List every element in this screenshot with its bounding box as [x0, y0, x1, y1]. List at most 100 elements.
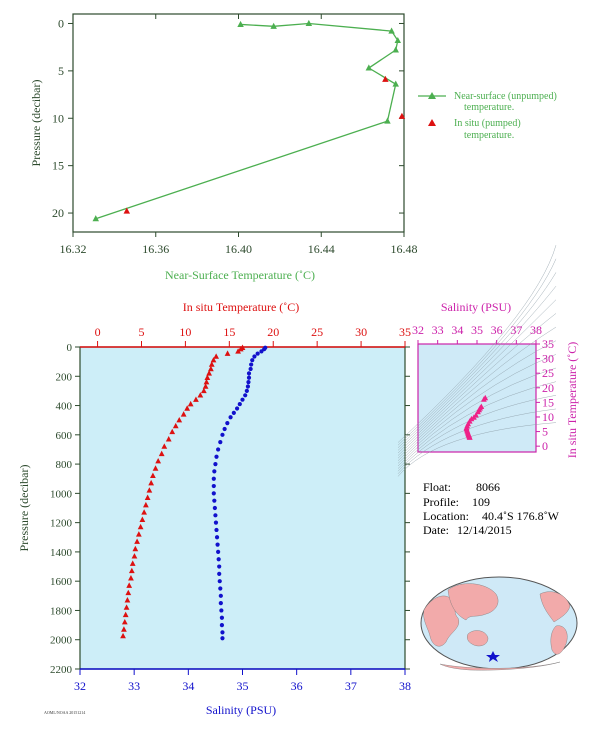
ts-x-tick-label: 35	[471, 323, 483, 337]
ts-density-contours	[397, 245, 557, 477]
salinity-point	[244, 388, 249, 394]
temperature-point	[237, 345, 244, 352]
salinity-point	[214, 454, 219, 459]
salinity-point	[216, 557, 221, 562]
salinity-point	[259, 349, 264, 354]
salinity-point	[248, 366, 253, 372]
density-contour	[397, 367, 557, 467]
pressure-tick-label: 1400	[50, 547, 73, 559]
temperature-point	[131, 553, 138, 559]
pressure-tick-label: 1200	[50, 518, 73, 530]
top-x-tick-label: 16.32	[60, 242, 87, 256]
salinity-point	[216, 549, 221, 555]
salinity-point	[228, 415, 233, 420]
top-x-tick-label: 16.44	[308, 242, 335, 256]
profile-y-label: Pressure (decibar)	[17, 465, 31, 552]
date-value: 12/14/2015	[457, 523, 512, 537]
pumped-temperature-point	[382, 75, 389, 82]
profile-series	[120, 344, 268, 641]
salinity-point	[225, 421, 230, 426]
salinity-point	[249, 362, 254, 367]
top-y-tick-label: 20	[52, 206, 64, 220]
salinity-point	[246, 380, 251, 385]
density-contour	[397, 408, 557, 474]
salinity-point	[246, 375, 252, 380]
temperature-tick-label: 15	[223, 325, 235, 339]
unpumped-temperature-point	[392, 46, 399, 53]
unpumped-temperature-point	[237, 20, 244, 27]
salinity-tick-label: 38	[399, 679, 411, 693]
ts-x-ticks: 32 33 34 35 36 37 38	[412, 323, 542, 344]
top-x-tick-label: 16.40	[225, 242, 252, 256]
temperature-point	[180, 411, 187, 417]
temperature-axis-label: In situ Temperature (˚C)	[183, 300, 300, 314]
salinity-point	[243, 393, 248, 398]
top-y-tick-label: 0	[58, 16, 64, 30]
unpumped-temperature-point	[365, 64, 373, 71]
pressure-tick-label: 0	[67, 342, 73, 354]
salinity-tick-label: 33	[128, 679, 140, 693]
ts-y-tick-label: 35	[542, 337, 554, 351]
temperature-point	[193, 396, 199, 402]
ts-y-tick-label: 25	[542, 366, 554, 380]
salinity-point	[211, 491, 216, 496]
density-contour	[397, 258, 557, 446]
ts-y-tick-label: 0	[542, 439, 548, 453]
top-legend: Near-surface (unpumped) temperature. In …	[418, 91, 557, 141]
temperature-point	[200, 387, 207, 394]
ts-x-tick-label: 37	[510, 323, 522, 337]
legend-marker-pumped	[428, 119, 436, 126]
salinity-point	[211, 476, 216, 481]
float-label: Float:	[423, 480, 451, 494]
top-y-ticks: 0 5 10 15 20	[52, 16, 404, 220]
legend-marker-unpumped	[428, 92, 436, 99]
temperature-tick-label: 5	[138, 325, 144, 339]
salinity-point	[217, 579, 222, 584]
temperature-point	[125, 589, 132, 596]
unpumped-temperature-point	[392, 80, 399, 87]
temperature-point	[213, 353, 220, 359]
temperature-point	[158, 450, 165, 457]
density-contour	[397, 299, 557, 454]
temperature-point	[129, 560, 136, 566]
top-chart: 16.32 16.36 16.40 16.44 16.48 0 5 10 15 20 Press…	[29, 13, 557, 282]
salinity-point	[216, 447, 221, 452]
pressure-tick-label: 1600	[50, 576, 73, 588]
temperature-point	[121, 626, 127, 632]
temperature-point	[124, 597, 131, 603]
salinity-axis-label: Salinity (PSU)	[206, 703, 276, 717]
density-contour	[397, 285, 557, 451]
temperature-ticks: 0 5 10 15 20 25 30 35	[95, 325, 411, 347]
date-label: Date:	[423, 523, 449, 537]
pressure-tick-label: 800	[56, 459, 73, 471]
density-contour	[397, 272, 557, 448]
legend-label-pumped-1: In situ (pumped)	[454, 118, 521, 129]
temperature-tick-label: 30	[355, 325, 367, 339]
salinity-point	[220, 636, 225, 641]
salinity-point	[218, 593, 223, 598]
temperature-point	[204, 374, 211, 380]
world-map	[420, 576, 578, 671]
salinity-point	[245, 384, 251, 389]
ts-plot-frame	[417, 343, 537, 453]
pressure-tick-label: 1800	[50, 605, 73, 617]
temperature-point	[169, 428, 176, 435]
top-y-label: Pressure (decibar)	[29, 80, 43, 167]
density-contour	[397, 326, 557, 459]
temperature-point	[134, 538, 140, 544]
temperature-point	[155, 457, 162, 464]
salinity-point	[217, 564, 222, 569]
map-land-asia	[447, 583, 499, 621]
temperature-point	[128, 575, 134, 581]
density-contour	[397, 354, 557, 464]
salinity-point	[246, 371, 252, 376]
profile-label: Profile:	[423, 495, 459, 509]
location-label: Location:	[423, 509, 469, 523]
top-x-tick-label: 16.48	[391, 242, 418, 256]
ts-y-tick-label: 30	[542, 352, 554, 366]
ts-y-tick-label: 15	[542, 395, 554, 409]
top-y-tick-label: 15	[52, 159, 64, 173]
temperature-point	[142, 501, 149, 508]
map-land-australia	[467, 630, 489, 647]
pressure-tick-label: 600	[56, 430, 73, 442]
